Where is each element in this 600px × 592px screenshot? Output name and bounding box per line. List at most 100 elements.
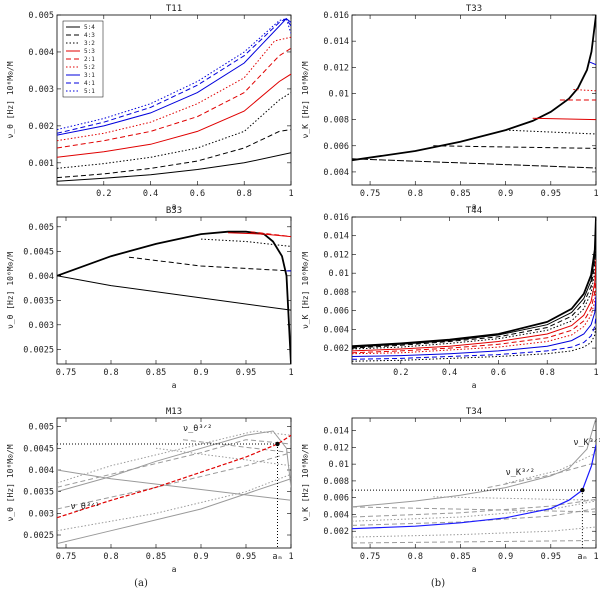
chart-title: T44 (466, 206, 482, 216)
x-extra-label: aₘ (272, 552, 282, 562)
x-tick-label: 0.95 (541, 552, 561, 562)
annotation-label: ν_K³ᐟ² (506, 468, 535, 478)
x-axis-label: a (472, 202, 477, 211)
series-line-g8 (155, 447, 291, 467)
series-group (352, 418, 596, 548)
chart-M13: 0.75 0.8 0.85 0.9 0.95 1 0.0025 0.003 0.0035 0.00… (6, 407, 294, 574)
x-tick-label: 0.95 (236, 552, 256, 562)
series-line-5:4 (57, 152, 291, 182)
y-tick-label: 0.016 (323, 213, 349, 223)
y-tick-label: 0.0025 (23, 531, 54, 541)
y-tick-label: 0.012 (323, 63, 349, 73)
series-line-4:1 (57, 18, 291, 134)
x-tick-label: 0.75 (360, 552, 380, 562)
x-tick-label: 0.8 (408, 552, 423, 562)
series-line-envelope (57, 230, 291, 364)
x-axis-label: a (472, 565, 477, 574)
series-line-r6 (589, 61, 596, 66)
x-tick-label: 1 (593, 368, 598, 378)
x-tick-label: 0.75 (56, 368, 76, 378)
series-line-r2 (505, 129, 596, 135)
y-tick-label: 0.003 (28, 85, 54, 95)
series-line-g2 (352, 506, 596, 513)
x-tick-label: 0.75 (360, 189, 380, 199)
chart-T34: 0.75 0.8 0.85 0.9 0.95 1 0.002 0.004 0.006 0.008 0… (301, 407, 600, 574)
series-line-base (352, 158, 596, 169)
annotation-label: ν_θ³ᐟ² (183, 424, 212, 434)
series-line-3:2 (200, 238, 291, 247)
x-tick-label: 0.8 (103, 552, 118, 562)
y-axis-label: ν_θ [Hz] 10⁶M⊙/M (6, 444, 15, 521)
legend-label: 3:1 (84, 72, 95, 79)
series-line-4:3 (128, 256, 291, 272)
legend-label: 4:3 (84, 32, 95, 39)
y-tick-label: 0.012 (323, 443, 349, 453)
x-tick-label: 0.85 (450, 552, 470, 562)
y-tick-label: 0.014 (323, 232, 349, 242)
plot-frame (56, 417, 292, 549)
x-tick-label: 0.6 (190, 189, 205, 199)
x-tick-label: 0.9 (498, 552, 513, 562)
y-tick-label: 0.01 (329, 89, 349, 99)
series-line-5:3 (57, 73, 291, 158)
x-tick-label: 0.8 (103, 368, 118, 378)
series-line-5:3 (227, 232, 291, 238)
x-tick-label: 0.9 (498, 189, 513, 199)
series-line-5:1 (352, 325, 596, 362)
series-line-g9 (182, 439, 291, 454)
y-tick-label: 0.0045 (23, 444, 54, 454)
series-line-3:1 (352, 444, 596, 530)
y-axis-label: ν_K [Hz] 10⁶M⊙/M (301, 444, 310, 521)
series-group (57, 430, 291, 548)
y-axis-label: ν_K [Hz] 10⁶M⊙/M (301, 252, 310, 329)
annotation-label: ν_K³ᐟ¹ (573, 438, 600, 448)
y-axis-label: ν_θ [Hz] 10⁶M⊙/M (6, 61, 15, 138)
series-line-5:2 (352, 282, 596, 355)
y-tick-label: 0.0025 (23, 345, 54, 355)
legend-label: 5:3 (84, 48, 95, 55)
series-line-g3 (57, 478, 291, 545)
chart-T44: 0.2 0.4 0.6 0.8 1 0.002 0.004 0.006 0.008 0.01 0.0… (301, 206, 599, 390)
y-axis-label: ν_θ [Hz] 10⁶M⊙/M (6, 252, 15, 329)
y-tick-label: 0.003 (28, 321, 54, 331)
y-tick-label: 0.004 (28, 466, 54, 476)
x-tick-label: 0.75 (56, 552, 76, 562)
y-tick-label: 0.002 (323, 527, 349, 537)
x-tick-label: 1 (288, 552, 293, 562)
y-tick-label: 0.005 (28, 423, 54, 433)
plot-frame (56, 216, 292, 365)
x-tick-label: 0.4 (143, 189, 158, 199)
annotation-label: ν_θ³ᐟ¹ (71, 502, 100, 512)
legend-label: 3:2 (84, 40, 95, 47)
series-line-g2 (57, 469, 291, 501)
x-tick-label: 1 (288, 368, 293, 378)
series-line-3:1 (57, 18, 291, 136)
chart-title: B33 (166, 206, 182, 216)
y-tick-label: 0.001 (28, 159, 54, 169)
series-line-5:4 (352, 226, 596, 348)
legend-label: 5:1 (84, 88, 95, 95)
x-tick-label: 0.95 (236, 368, 256, 378)
y-tick-label: 0.002 (323, 344, 349, 354)
series-line-5:3 (352, 259, 596, 352)
series-line-5:1 (57, 18, 291, 131)
plot-frame (56, 14, 292, 186)
y-tick-label: 0.0035 (23, 488, 54, 498)
series-line-2:1 (250, 231, 291, 238)
resonance-point (580, 487, 585, 493)
series-line-g8 (433, 496, 596, 501)
series-line-2:1 (352, 271, 596, 354)
series-line-r5 (573, 89, 596, 92)
series-line-g7 (352, 540, 596, 544)
plot-frame (351, 417, 597, 549)
y-tick-label: 0.004 (323, 510, 349, 520)
y-axis-label: ν_K [Hz] 10⁶M⊙/M (301, 61, 310, 138)
series-line-g9 (487, 462, 596, 489)
series-line-4:3 (352, 235, 596, 349)
series-line-3:1 (352, 295, 596, 357)
series-line-g10 (505, 452, 596, 484)
y-tick-label: 0.004 (323, 325, 349, 335)
series-line-g7 (57, 473, 291, 532)
series-line-envelope (352, 217, 596, 348)
